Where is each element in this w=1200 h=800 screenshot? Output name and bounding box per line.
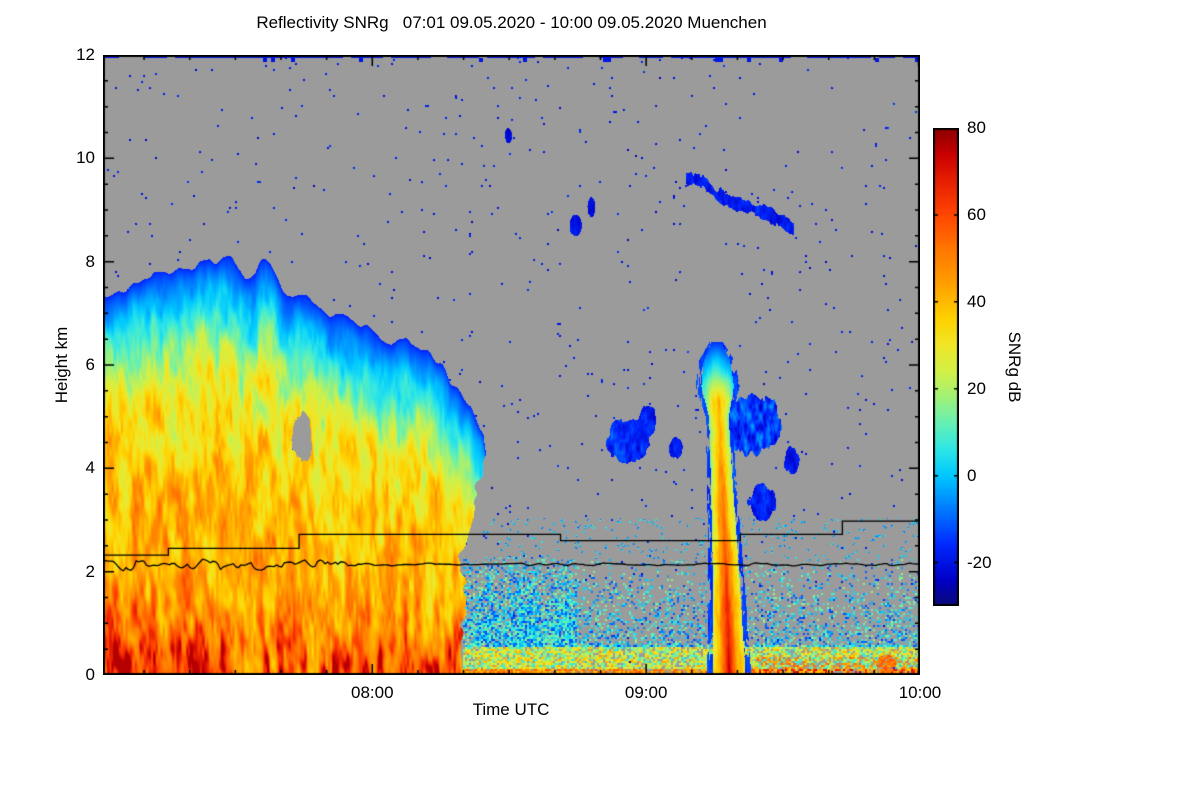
x-tick-label: 09:00 bbox=[624, 683, 668, 702]
x-tick-label: 10:00 bbox=[898, 683, 942, 702]
cb-tick-label: 40 bbox=[967, 291, 986, 311]
y-tick-label: 12 bbox=[76, 45, 95, 64]
x-tick-label: 08:00 bbox=[351, 683, 394, 702]
colorbar-canvas bbox=[933, 128, 959, 606]
y-tick-label: 4 bbox=[85, 458, 95, 478]
y-tick-label: 0 bbox=[85, 665, 95, 684]
colorbar-label: SNRg dB bbox=[1005, 331, 1024, 403]
cb-tick-label: 60 bbox=[967, 204, 986, 224]
heatmap-canvas bbox=[103, 55, 920, 675]
cb-tick-label: -20 bbox=[967, 552, 992, 572]
cb-tick-label: 20 bbox=[967, 378, 986, 398]
cb-tick-label: 80 bbox=[967, 118, 986, 137]
x-axis-label: Time UTC bbox=[472, 700, 550, 719]
y-tick-label: 10 bbox=[76, 148, 95, 168]
y-tick-label: 2 bbox=[85, 561, 95, 581]
cb-tick-label: 0 bbox=[967, 465, 977, 485]
chart-title: Reflectivity SNRg 07:01 09.05.2020 - 10:… bbox=[256, 13, 767, 32]
y-tick-label: 6 bbox=[85, 355, 95, 374]
y-tick-label: 8 bbox=[85, 251, 95, 271]
